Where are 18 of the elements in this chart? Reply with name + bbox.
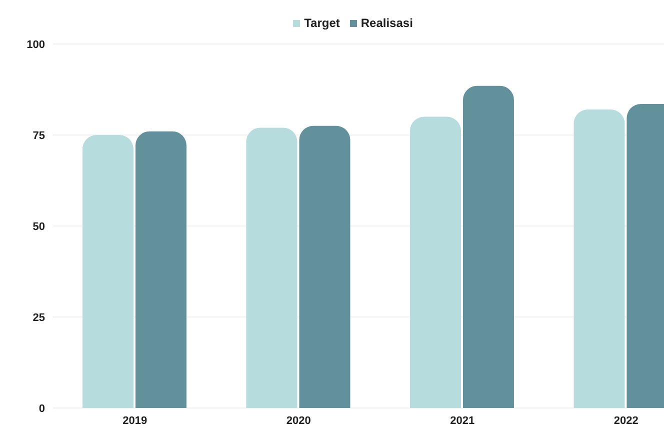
bar	[574, 110, 625, 408]
bar	[246, 128, 298, 408]
y-tick-label: 0	[38, 402, 45, 415]
y-tick-label: 75	[32, 130, 45, 142]
legend-label: Realisasi	[360, 16, 413, 30]
x-tick-label: 2019	[122, 414, 148, 427]
y-tick-label: 50	[32, 220, 45, 233]
x-tick-label: 2022	[614, 414, 638, 427]
bar	[462, 86, 514, 408]
x-tick-label: 2020	[286, 414, 311, 427]
y-tick-label: 100	[26, 38, 45, 51]
legend-label: Target	[304, 16, 340, 30]
bar	[299, 126, 350, 408]
bar	[410, 116, 461, 408]
bar	[82, 135, 134, 408]
x-tick-label: 2021	[450, 414, 475, 427]
bar	[135, 131, 186, 408]
y-tick-label: 25	[32, 312, 45, 324]
